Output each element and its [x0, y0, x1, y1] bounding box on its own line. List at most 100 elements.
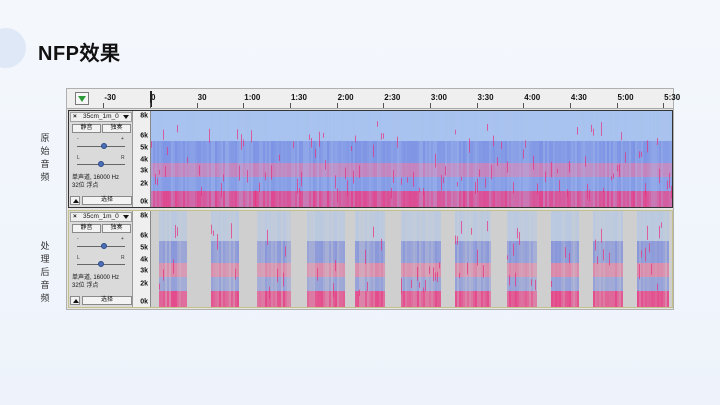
gain-slider[interactable]: [77, 243, 125, 249]
spectrogram-column: [399, 141, 401, 163]
spectrogram-streak: [437, 271, 438, 282]
spectrogram-column: [351, 141, 353, 163]
spectrogram-streak: [413, 171, 414, 187]
solo-button[interactable]: 独奏: [102, 224, 131, 233]
spectrogram-column: [519, 291, 521, 307]
spectrogram-column: [349, 177, 351, 191]
spectrogram-column: [481, 291, 483, 307]
spectrogram-column: [587, 163, 589, 177]
spectrogram-column: [419, 177, 421, 191]
spectrogram-column: [585, 141, 587, 163]
spectrogram-column: [451, 111, 453, 141]
spectrogram-column: [447, 163, 449, 177]
spectrogram-column: [511, 191, 513, 207]
pan-slider-knob[interactable]: [98, 261, 104, 267]
spectrogram-column: [561, 263, 563, 277]
spectrogram-column: [311, 163, 313, 177]
spectrogram-column: [439, 241, 441, 263]
spectrogram-streak: [283, 272, 284, 287]
spectrogram-column: [179, 111, 181, 141]
spectrogram-column: [497, 163, 499, 177]
solo-button[interactable]: 独奏: [102, 124, 131, 133]
spectrogram-column: [641, 263, 643, 277]
spectrogram-column: [333, 263, 335, 277]
gain-slider[interactable]: [77, 143, 125, 149]
select-button[interactable]: 选择: [82, 196, 132, 205]
pan-slider-knob[interactable]: [98, 161, 104, 167]
spectrogram-column: [607, 263, 609, 277]
spectrogram-column: [219, 241, 221, 263]
spectrogram-column: [427, 277, 429, 291]
spectrogram-column: [485, 277, 487, 291]
spectrogram-column: [407, 263, 409, 277]
spectrogram-processed[interactable]: [151, 211, 672, 307]
collapse-button[interactable]: [70, 296, 80, 305]
timeline-ruler[interactable]: -30 0 30 1:00 1:30 2:00 2:30 3:00 3:30 4:00 4:30 5:…: [67, 89, 680, 109]
spectrogram-column: [643, 163, 645, 177]
playback-cursor[interactable]: [150, 91, 152, 107]
spectrogram-column: [433, 291, 435, 307]
close-icon[interactable]: ×: [73, 213, 77, 220]
chevron-down-icon[interactable]: [123, 115, 129, 119]
spectrogram-column: [483, 211, 485, 241]
spectrogram-column: [631, 177, 633, 191]
spectrogram-column: [225, 111, 227, 141]
play-head-button[interactable]: [75, 92, 89, 105]
spectrogram-column: [599, 163, 601, 177]
spectrogram-column: [595, 191, 597, 207]
track-original[interactable]: × 35cm_1m_0 静音 独奏 - + L R 单声道, 16000 Hz 3…: [68, 110, 673, 208]
spectrogram-column: [587, 111, 589, 141]
spectrogram-column: [367, 241, 369, 263]
gain-slider-knob[interactable]: [101, 143, 107, 149]
collapse-button[interactable]: [70, 196, 80, 205]
spectrogram-column: [155, 163, 157, 177]
chevron-down-icon[interactable]: [123, 215, 129, 219]
spectrogram-column: [285, 291, 287, 307]
mute-button[interactable]: 静音: [72, 224, 101, 233]
gain-slider-knob[interactable]: [101, 243, 107, 249]
spectrogram-column: [267, 263, 269, 277]
spectrogram-column: [595, 111, 597, 141]
spectrogram-column: [335, 191, 337, 207]
spectrogram-column: [337, 211, 339, 241]
spectrogram-column: [383, 241, 385, 263]
spectrogram-streak: [419, 282, 420, 288]
spectrogram-column: [521, 241, 523, 263]
spectrogram-column: [287, 177, 289, 191]
select-button[interactable]: 选择: [82, 296, 132, 305]
pan-slider[interactable]: [77, 261, 125, 267]
spectrogram-column: [539, 163, 541, 177]
close-icon[interactable]: ×: [73, 113, 77, 120]
pan-slider[interactable]: [77, 161, 125, 167]
spectrogram-column: [431, 211, 433, 241]
mute-button[interactable]: 静音: [72, 124, 101, 133]
track-title-bar[interactable]: × 35cm_1m_0: [70, 212, 132, 222]
spectrogram-column: [577, 141, 579, 163]
spectrogram-column: [519, 263, 521, 277]
spectrogram-column: [179, 191, 181, 207]
track-name[interactable]: 35cm_1m_0: [83, 113, 119, 120]
spectrogram-column: [355, 263, 357, 277]
spectrogram-column: [485, 141, 487, 163]
spectrogram-column: [293, 191, 295, 207]
timeline-tick-mark: [523, 103, 525, 108]
spectrogram-column: [307, 277, 309, 291]
spectrogram-column: [631, 191, 633, 207]
spectrogram-column: [435, 263, 437, 277]
spectrogram-column: [455, 177, 457, 191]
spectrogram-column: [359, 263, 361, 277]
spectrogram-column: [599, 141, 601, 163]
spectrogram-column: [287, 163, 289, 177]
spectrogram-column: [633, 177, 635, 191]
spectrogram-column: [413, 141, 415, 163]
spectrogram-streak: [649, 243, 650, 253]
spectrogram-column: [649, 141, 651, 163]
spectrogram-column: [581, 111, 583, 141]
spectrogram-streak: [639, 264, 640, 280]
track-processed[interactable]: × 35cm_1m_0 静音 独奏 - + L R 单声道, 16000 Hz 3…: [68, 210, 673, 308]
track-title-bar[interactable]: × 35cm_1m_0: [70, 112, 132, 122]
track-name[interactable]: 35cm_1m_0: [83, 213, 119, 220]
spectrogram-column: [287, 241, 289, 263]
spectrogram-column: [531, 241, 533, 263]
spectrogram-original[interactable]: [151, 111, 672, 207]
